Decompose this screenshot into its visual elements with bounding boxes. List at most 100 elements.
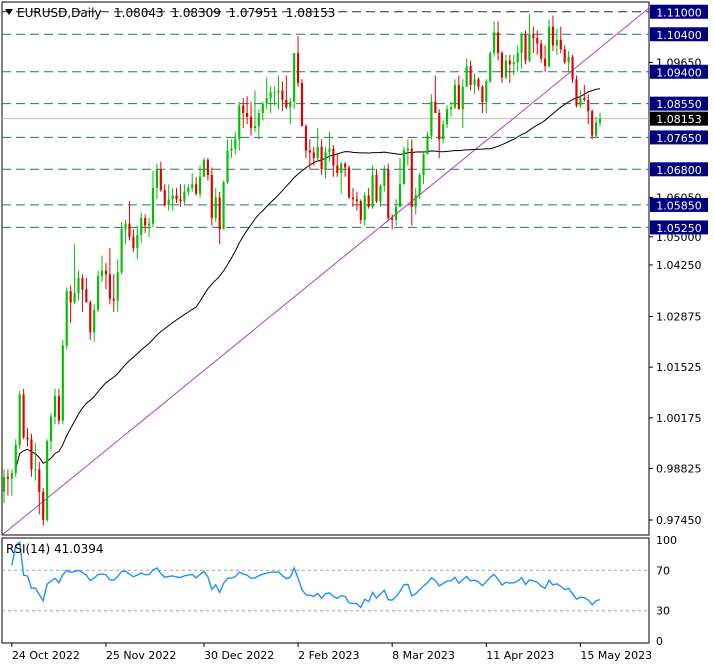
candle-body bbox=[293, 53, 296, 102]
candle bbox=[179, 184, 182, 207]
candle bbox=[320, 139, 323, 175]
candle-body bbox=[516, 53, 519, 63]
candle bbox=[446, 105, 449, 129]
candle bbox=[555, 28, 558, 55]
candle bbox=[97, 270, 100, 312]
candle bbox=[520, 32, 523, 69]
candle-body bbox=[140, 218, 143, 235]
candle-body bbox=[198, 176, 202, 194]
candle bbox=[493, 21, 496, 57]
price-tick-label: 1.01525 bbox=[656, 361, 702, 374]
collapse-triangle-icon[interactable] bbox=[5, 9, 13, 15]
candle-body bbox=[22, 394, 25, 438]
level-tag-label: 1.06800 bbox=[656, 164, 702, 177]
candle bbox=[485, 79, 488, 114]
candle-body bbox=[6, 476, 9, 479]
candle bbox=[136, 225, 139, 260]
candle-body bbox=[108, 274, 111, 299]
date-tick-label: 2 Feb 2023 bbox=[298, 649, 359, 662]
candle bbox=[246, 96, 249, 125]
candle bbox=[422, 150, 425, 185]
candle-body bbox=[524, 34, 527, 61]
candle-body bbox=[128, 223, 131, 237]
candle-body bbox=[65, 291, 68, 346]
candle-body bbox=[210, 174, 213, 219]
candle bbox=[351, 188, 355, 207]
candle-body bbox=[316, 146, 319, 159]
candle-body bbox=[163, 189, 166, 205]
level-tag: 1.11000 bbox=[650, 4, 708, 19]
candle bbox=[120, 221, 123, 275]
candle bbox=[489, 51, 492, 84]
date-tick-label: 11 Apr 2023 bbox=[486, 649, 554, 662]
candle-body bbox=[222, 182, 225, 230]
candle bbox=[183, 184, 186, 205]
candle bbox=[340, 161, 343, 194]
candle-body bbox=[53, 396, 57, 417]
candle-body bbox=[234, 139, 237, 149]
candle bbox=[438, 109, 441, 159]
price-axis: 1.096501.042501.028751.015251.001750.988… bbox=[649, 56, 702, 527]
candle-body bbox=[179, 199, 182, 202]
candle-body bbox=[249, 116, 253, 129]
candle-body bbox=[418, 174, 421, 196]
candle bbox=[583, 84, 586, 102]
candle bbox=[148, 218, 151, 237]
candle-body bbox=[73, 293, 76, 303]
candle-body bbox=[238, 105, 241, 140]
candle-body bbox=[46, 441, 49, 520]
candle bbox=[312, 146, 315, 166]
candle-body bbox=[136, 234, 139, 249]
candle-body bbox=[477, 79, 480, 87]
candle bbox=[391, 214, 394, 230]
candle bbox=[77, 270, 80, 301]
candle-body bbox=[540, 43, 543, 59]
level-tag: 1.09400 bbox=[650, 64, 708, 79]
candle-body bbox=[426, 135, 429, 155]
candle bbox=[387, 163, 390, 220]
candle bbox=[69, 285, 72, 324]
candle-body bbox=[124, 223, 127, 230]
candle-body bbox=[575, 79, 578, 106]
candle-body bbox=[97, 276, 100, 310]
candle bbox=[10, 469, 13, 496]
candle bbox=[328, 131, 331, 162]
candle-body bbox=[104, 270, 108, 275]
candle bbox=[230, 139, 233, 159]
candle-body bbox=[151, 188, 155, 224]
candle bbox=[93, 304, 96, 342]
candle bbox=[30, 433, 33, 477]
candle-body bbox=[544, 58, 547, 67]
candle-body bbox=[430, 101, 433, 136]
candle bbox=[277, 75, 280, 110]
candle bbox=[461, 79, 464, 129]
date-tick-label: 25 Nov 2022 bbox=[106, 649, 176, 662]
candle-body bbox=[155, 169, 158, 189]
candle bbox=[238, 101, 241, 151]
candle-body bbox=[332, 148, 335, 166]
candle bbox=[524, 30, 527, 65]
rsi-label: RSI(14) 41.0394 bbox=[6, 542, 104, 556]
candle-body bbox=[218, 197, 221, 230]
candle-body bbox=[38, 469, 41, 492]
candle-body bbox=[391, 218, 394, 220]
candle-body bbox=[595, 122, 598, 136]
candle-body bbox=[402, 150, 406, 185]
level-tag-label: 1.07650 bbox=[656, 132, 702, 145]
candle-body bbox=[563, 49, 566, 63]
candle bbox=[359, 199, 362, 224]
candle-body bbox=[442, 124, 445, 140]
candle-body bbox=[230, 148, 233, 151]
candle-body bbox=[18, 394, 21, 445]
candle-body bbox=[559, 39, 562, 50]
candle-body bbox=[277, 90, 280, 93]
candle-body bbox=[304, 126, 307, 151]
candle-body bbox=[547, 26, 551, 67]
candle-body bbox=[265, 98, 268, 104]
candle-body bbox=[49, 416, 53, 442]
candle bbox=[214, 188, 217, 222]
candle bbox=[187, 184, 190, 196]
candle-body bbox=[171, 195, 174, 200]
candle bbox=[265, 77, 268, 110]
